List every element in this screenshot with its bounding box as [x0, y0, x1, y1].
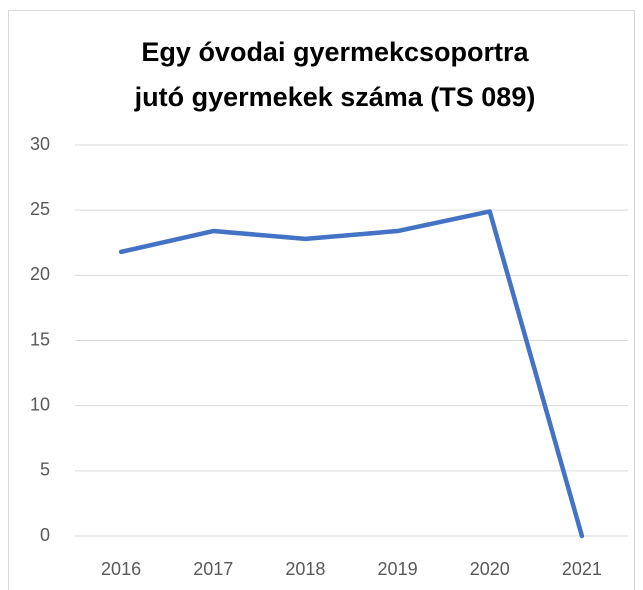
y-tick-label: 20 [30, 264, 50, 284]
chart-title: Egy óvodai gyermekcsoportra jutó gyermek… [134, 37, 536, 112]
x-tick-label: 2018 [285, 559, 325, 579]
x-tick-label: 2020 [470, 559, 510, 579]
y-tick-label: 25 [30, 199, 50, 219]
x-tick-label: 2021 [562, 559, 602, 579]
y-tick-label: 5 [40, 460, 50, 480]
y-tick-label: 10 [30, 394, 50, 414]
y-tick-label: 30 [30, 134, 50, 154]
x-tick-label: 2019 [378, 559, 418, 579]
x-tick-label: 2017 [193, 559, 233, 579]
x-tick-label: 2016 [101, 559, 141, 579]
y-tick-label: 15 [30, 329, 50, 349]
y-tick-label: 0 [40, 525, 50, 545]
chart-border [8, 10, 635, 590]
series-line [118, 209, 585, 539]
